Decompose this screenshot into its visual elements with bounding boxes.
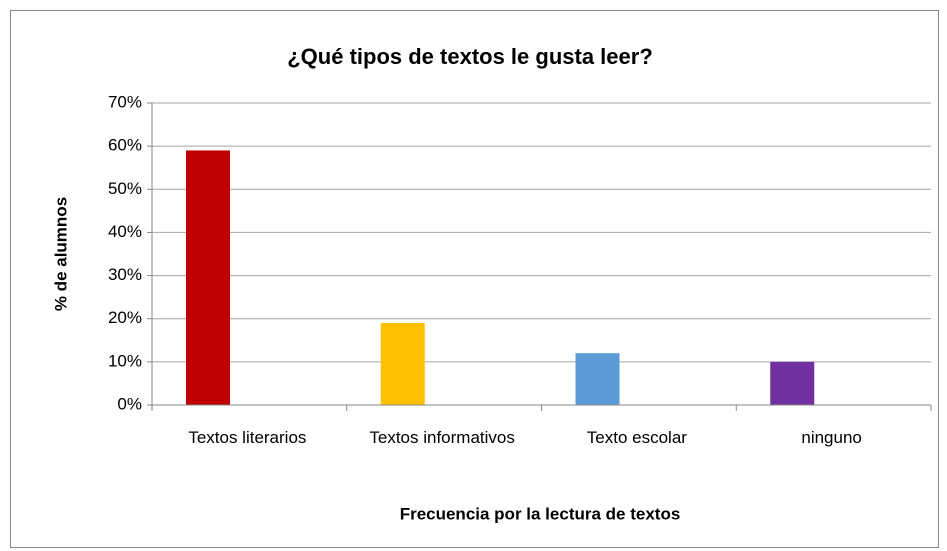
x-tick-label: Texto escolar — [586, 428, 687, 447]
y-tick-label: 70% — [108, 92, 142, 111]
chart-frame — [10, 10, 939, 548]
x-axis-title: Frecuencia por la lectura de textos — [400, 504, 681, 523]
y-tick-label: 0% — [117, 394, 142, 413]
y-tick-label: 40% — [108, 222, 142, 241]
y-tick-label: 30% — [108, 265, 142, 284]
bar — [186, 150, 230, 405]
bar — [575, 353, 620, 405]
x-tick-label: Textos literarios — [188, 428, 307, 447]
y-tick-label: 60% — [108, 136, 142, 155]
y-tick-label: 50% — [108, 179, 142, 198]
x-tick-label: Textos informativos — [369, 428, 515, 447]
chart-title: ¿Qué tipos de textos le gusta leer? — [287, 44, 653, 69]
y-axis-title: % de alumnos — [51, 197, 70, 311]
bar — [380, 323, 425, 405]
bar — [770, 361, 815, 405]
x-tick-label: ninguno — [801, 428, 862, 447]
y-tick-label: 10% — [108, 351, 142, 370]
y-tick-label: 20% — [108, 308, 142, 327]
